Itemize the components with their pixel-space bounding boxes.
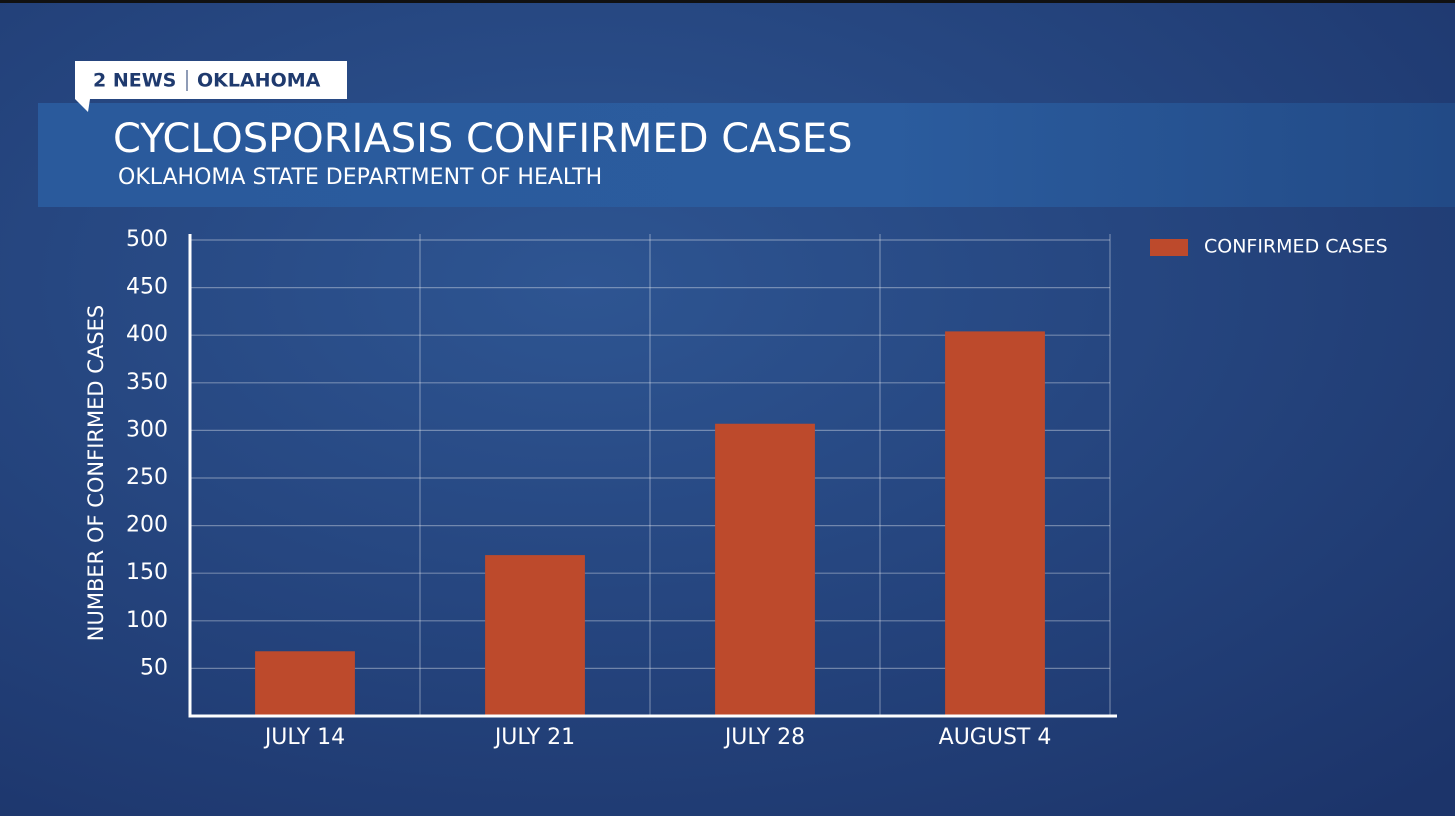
brand-region: OKLAHOMA	[197, 70, 321, 92]
y-tick-label: 350	[126, 370, 168, 395]
y-tick-label: 150	[126, 560, 168, 585]
brand-tag	[75, 61, 347, 99]
y-tick-label: 450	[126, 275, 168, 300]
y-tick-label: 100	[126, 608, 168, 633]
y-tick-label: 400	[126, 322, 168, 347]
bar	[715, 423, 815, 716]
y-axis-label: NUMBER OF CONFIRMED CASES	[84, 305, 108, 641]
y-tick-label: 300	[126, 417, 168, 442]
legend-swatch	[1150, 239, 1188, 256]
y-tick-label: 50	[140, 655, 168, 680]
y-tick-label: 500	[126, 227, 168, 252]
legend-label: CONFIRMED CASES	[1204, 236, 1388, 258]
x-tick-label: JULY 21	[493, 725, 575, 750]
brand-tag-tail	[75, 99, 90, 112]
brand: 2 NEWS	[93, 70, 176, 92]
chart-title: CYCLOSPORIASIS CONFIRMED CASES	[113, 116, 853, 162]
top-strip	[0, 0, 1455, 3]
title-banner	[38, 103, 1455, 207]
bar	[485, 555, 585, 716]
y-tick-label: 200	[126, 513, 168, 538]
x-tick-label: JULY 14	[263, 725, 345, 750]
bar	[255, 651, 355, 716]
x-tick-label: AUGUST 4	[939, 725, 1052, 750]
y-tick-label: 250	[126, 465, 168, 490]
bar	[945, 331, 1045, 716]
chart-subtitle: OKLAHOMA STATE DEPARTMENT OF HEALTH	[118, 165, 602, 190]
x-tick-label: JULY 28	[723, 725, 805, 750]
